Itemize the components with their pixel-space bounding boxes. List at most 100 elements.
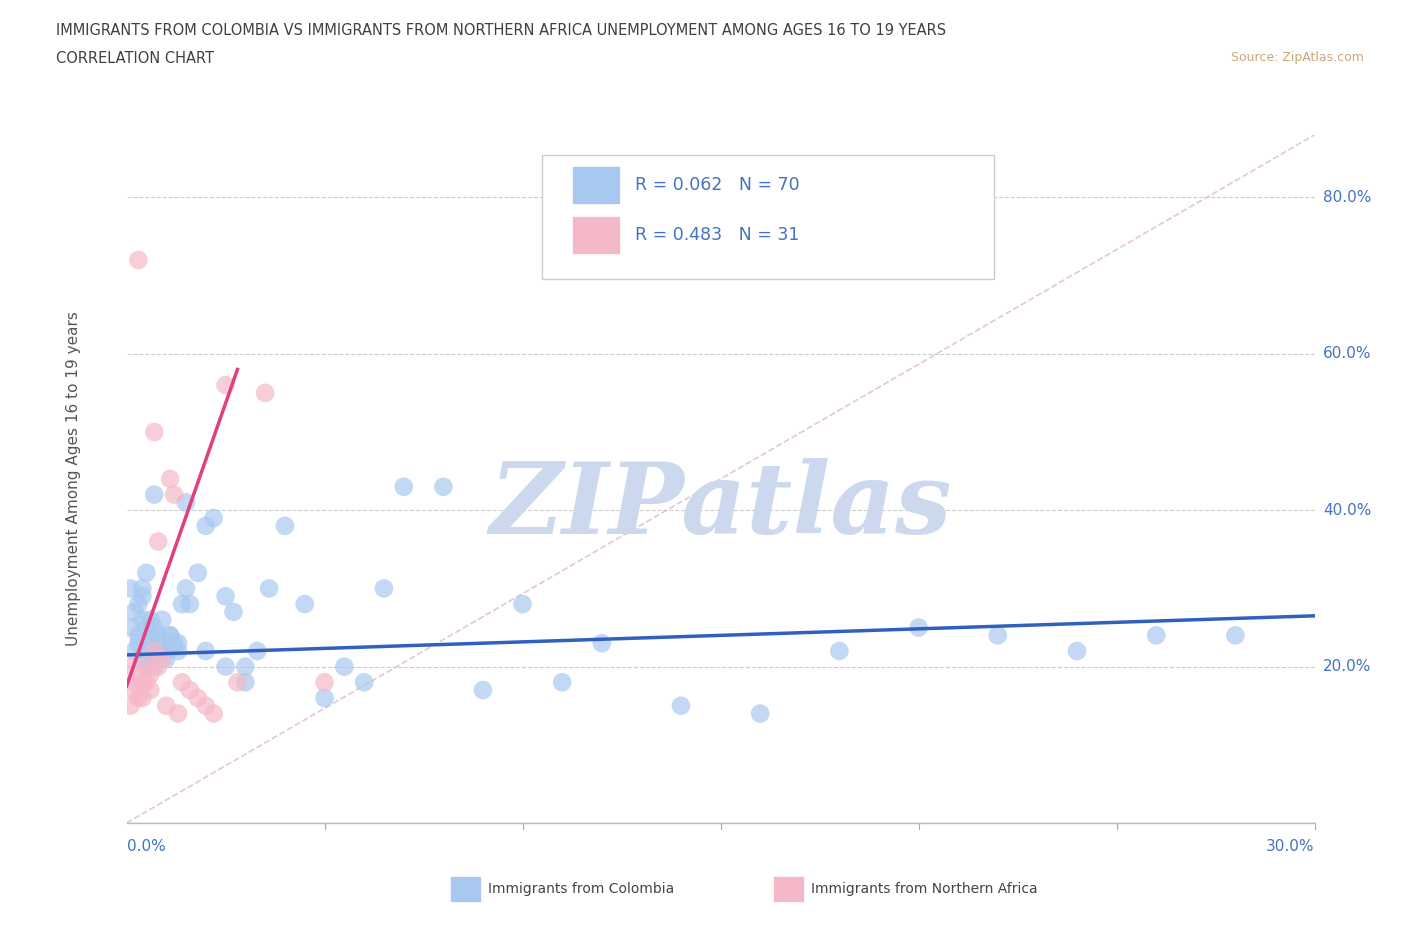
Point <box>150 644 173 658</box>
Point <box>131 589 153 604</box>
Point <box>472 683 495 698</box>
Point <box>155 644 177 658</box>
Point <box>167 644 190 658</box>
Point <box>174 581 197 596</box>
Point <box>202 706 225 721</box>
Point <box>167 636 190 651</box>
Point <box>135 644 157 658</box>
Point <box>179 597 201 612</box>
Point <box>155 698 177 713</box>
Point <box>163 636 186 651</box>
Point <box>274 518 297 533</box>
Point <box>135 675 157 690</box>
Point <box>187 690 209 705</box>
Text: R = 0.483   N = 31: R = 0.483 N = 31 <box>636 226 800 244</box>
Point <box>163 487 186 502</box>
Point <box>135 620 157 635</box>
Point <box>124 675 146 690</box>
Point <box>139 667 162 682</box>
Point <box>254 386 277 401</box>
Text: Immigrants from Northern Africa: Immigrants from Northern Africa <box>811 882 1038 897</box>
Point <box>143 620 166 635</box>
Point <box>1066 644 1088 658</box>
Bar <box>572 166 620 205</box>
Point <box>233 675 256 690</box>
Point <box>124 604 146 619</box>
Point <box>907 620 929 635</box>
Point <box>150 644 173 658</box>
Point <box>214 378 236 392</box>
Point <box>131 690 153 705</box>
Point <box>1144 628 1167 643</box>
Point <box>148 636 170 651</box>
Point <box>179 683 201 698</box>
Point <box>226 675 249 690</box>
Point <box>373 581 395 596</box>
Text: Source: ZipAtlas.com: Source: ZipAtlas.com <box>1230 51 1364 64</box>
Point <box>170 597 193 612</box>
Point <box>143 487 166 502</box>
Point <box>127 597 149 612</box>
Text: 80.0%: 80.0% <box>1323 190 1371 205</box>
Point <box>139 636 162 651</box>
Point <box>194 518 217 533</box>
Text: 40.0%: 40.0% <box>1323 503 1371 518</box>
Text: 0.0%: 0.0% <box>127 839 166 854</box>
Text: R = 0.062   N = 70: R = 0.062 N = 70 <box>636 177 800 194</box>
Point <box>150 612 173 627</box>
Text: Immigrants from Colombia: Immigrants from Colombia <box>488 882 673 897</box>
Point <box>131 581 153 596</box>
Point <box>135 659 157 674</box>
Point <box>139 612 162 627</box>
Point <box>159 472 181 486</box>
Text: IMMIGRANTS FROM COLOMBIA VS IMMIGRANTS FROM NORTHERN AFRICA UNEMPLOYMENT AMONG A: IMMIGRANTS FROM COLOMBIA VS IMMIGRANTS F… <box>56 23 946 38</box>
Point <box>148 659 170 674</box>
Point <box>143 659 166 674</box>
Point <box>150 651 173 666</box>
Point <box>143 425 166 440</box>
Point <box>167 706 190 721</box>
Point <box>174 495 197 510</box>
Point <box>202 511 225 525</box>
Point <box>120 581 142 596</box>
Point <box>127 667 149 682</box>
Point <box>120 659 142 674</box>
Point <box>987 628 1010 643</box>
Point <box>120 620 142 635</box>
Point <box>139 628 162 643</box>
Point <box>124 683 146 698</box>
Point <box>131 651 153 666</box>
Point <box>148 534 170 549</box>
Point <box>127 690 149 705</box>
Point <box>127 253 149 268</box>
Point <box>233 659 256 674</box>
Point <box>143 644 166 658</box>
Point <box>551 675 574 690</box>
Text: Unemployment Among Ages 16 to 19 years: Unemployment Among Ages 16 to 19 years <box>66 312 80 646</box>
Point <box>120 698 142 713</box>
Text: ZIPatlas: ZIPatlas <box>489 458 952 554</box>
Bar <box>572 216 620 254</box>
Point <box>148 651 170 666</box>
Point <box>222 604 245 619</box>
Point <box>314 690 336 705</box>
Point <box>135 659 157 674</box>
Point <box>124 644 146 658</box>
Point <box>246 644 269 658</box>
Point <box>432 479 454 494</box>
Point <box>257 581 280 596</box>
Point <box>294 597 316 612</box>
Point <box>148 628 170 643</box>
Point <box>214 589 236 604</box>
Point <box>139 683 162 698</box>
Point <box>194 644 217 658</box>
Point <box>392 479 415 494</box>
Point <box>131 612 153 627</box>
Text: CORRELATION CHART: CORRELATION CHART <box>56 51 214 66</box>
Point <box>127 636 149 651</box>
Point <box>669 698 692 713</box>
FancyBboxPatch shape <box>543 155 994 279</box>
Point <box>1225 628 1247 643</box>
Point <box>155 651 177 666</box>
Point <box>214 659 236 674</box>
